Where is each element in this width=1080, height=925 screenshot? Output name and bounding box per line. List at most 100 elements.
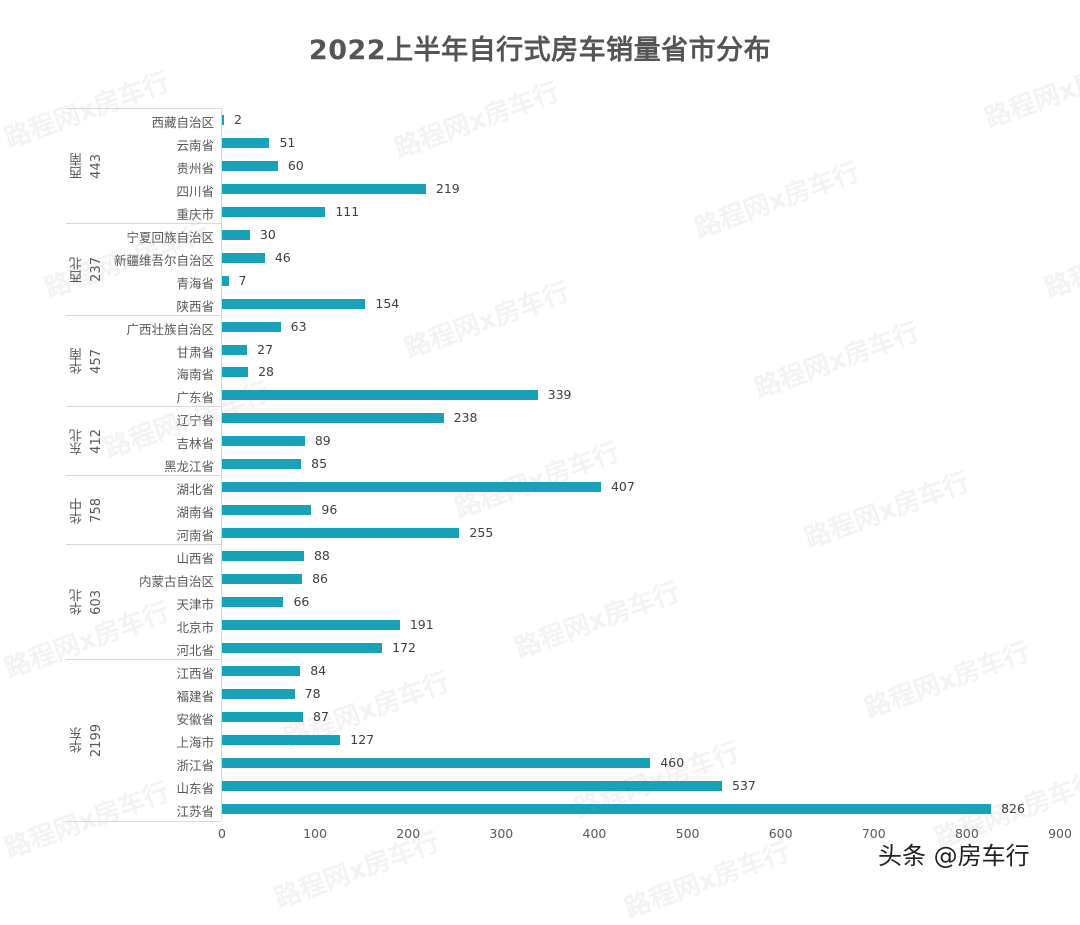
bar — [222, 688, 295, 699]
value-label: 219 — [435, 180, 460, 196]
value-label: 407 — [610, 479, 635, 495]
bar — [222, 436, 305, 447]
value-label: 63 — [290, 318, 307, 334]
bar-row: 贵州省 60 — [0, 155, 1080, 177]
bar-row: 重庆市 111 — [0, 201, 1080, 223]
province-label: 辽宁省 — [176, 413, 214, 429]
watermark-text: 路程网x房车行 — [620, 837, 794, 925]
bar — [222, 528, 460, 539]
bar-row: 宁夏回族自治区 30 — [0, 224, 1080, 246]
value-label: 2 — [234, 112, 242, 127]
province-label: 四川省 — [176, 183, 214, 199]
bar — [222, 459, 302, 470]
bar-row: 河南省 255 — [0, 522, 1080, 544]
bar-row: 吉林省 89 — [0, 430, 1080, 452]
bar-row: 新疆维吾尔自治区 46 — [0, 247, 1080, 269]
bar-row: 山东省 537 — [0, 775, 1080, 797]
bar — [222, 596, 284, 607]
region-group: 西北 237 — [66, 222, 221, 316]
bar-row: 内蒙古自治区 86 — [0, 568, 1080, 590]
bar — [222, 711, 303, 722]
province-label: 安徽省 — [176, 711, 214, 727]
region-group: 华北 603 — [66, 544, 221, 660]
bar-row: 辽宁省 238 — [0, 407, 1080, 429]
bar-row: 江苏省 826 — [0, 798, 1080, 820]
bar — [222, 275, 229, 286]
bar-row: 四川省 219 — [0, 178, 1080, 200]
province-label: 天津市 — [176, 596, 214, 612]
bar-row: 西藏自治区 2 — [0, 109, 1080, 131]
province-label: 黑龙江省 — [163, 459, 214, 475]
bar — [222, 252, 265, 263]
bar — [222, 757, 651, 768]
bar — [222, 321, 281, 332]
bar-row: 广东省 339 — [0, 384, 1080, 406]
value-label: 28 — [258, 364, 274, 380]
bar-row: 湖北省 407 — [0, 476, 1080, 498]
bar — [222, 482, 601, 493]
province-label: 河南省 — [176, 528, 214, 544]
bar — [222, 551, 304, 562]
x-tick-label: 500 — [675, 826, 700, 841]
bar — [222, 298, 366, 309]
value-label: 89 — [314, 433, 331, 449]
category-frame — [66, 108, 221, 822]
bar — [222, 367, 249, 378]
province-label: 福建省 — [176, 688, 214, 704]
value-label: 88 — [313, 548, 330, 564]
bar — [222, 619, 400, 630]
value-label: 66 — [293, 593, 310, 609]
value-label: 30 — [259, 226, 276, 242]
bar — [222, 344, 248, 355]
x-tick-label: 200 — [396, 826, 421, 841]
bar — [222, 574, 303, 584]
value-label: 78 — [304, 685, 321, 701]
bar — [222, 160, 278, 171]
bar-row: 海南省 28 — [0, 361, 1080, 383]
province-label: 江苏省 — [176, 803, 214, 819]
region-group: 华南 457 — [66, 314, 221, 408]
bar-row: 广西壮族自治区 63 — [0, 316, 1080, 338]
value-label: 537 — [732, 777, 756, 793]
bar-row: 河北省 172 — [0, 637, 1080, 659]
bar — [222, 780, 722, 791]
province-label: 山西省 — [176, 551, 214, 567]
value-label: 111 — [335, 203, 360, 219]
bar-row: 山西省 88 — [0, 545, 1080, 567]
x-tick-label: 0 — [218, 826, 226, 841]
x-tick-label: 800 — [954, 826, 979, 841]
value-label: 172 — [392, 639, 416, 655]
province-label: 山东省 — [176, 780, 214, 796]
value-label: 60 — [287, 157, 304, 173]
bar-row: 天津市 66 — [0, 591, 1080, 613]
province-label: 广西壮族自治区 — [126, 321, 214, 337]
value-label: 85 — [311, 456, 328, 472]
bar — [222, 206, 326, 217]
value-label: 191 — [409, 616, 434, 632]
province-label: 湖南省 — [176, 505, 214, 521]
province-label: 浙江省 — [176, 757, 214, 773]
bar-row: 浙江省 460 — [0, 752, 1080, 774]
source-credit: 头条 @房车行 — [878, 842, 1030, 870]
value-label: 339 — [547, 387, 572, 403]
value-label: 27 — [257, 341, 274, 357]
value-label: 238 — [453, 410, 478, 426]
bar-row: 甘肃省 27 — [0, 339, 1080, 361]
province-label: 上海市 — [176, 734, 214, 750]
chart-title: 2022上半年自行式房车销量省市分布 — [308, 35, 772, 66]
bar-row: 青海省 7 — [0, 270, 1080, 292]
value-label: 96 — [321, 502, 338, 518]
x-tick-label: 900 — [1048, 826, 1072, 841]
value-label: 87 — [313, 708, 329, 724]
province-label: 宁夏回族自治区 — [126, 229, 214, 245]
province-label: 新疆维吾尔自治区 — [113, 252, 214, 268]
value-label: 826 — [1001, 800, 1025, 816]
bar — [222, 803, 992, 814]
province-label: 海南省 — [176, 367, 214, 383]
value-label: 51 — [279, 134, 296, 150]
value-label: 154 — [375, 295, 400, 311]
x-tick-label: 400 — [582, 826, 607, 841]
bar — [222, 137, 270, 148]
bar-row: 上海市 127 — [0, 729, 1080, 751]
region-group: 华东 2199 — [66, 658, 221, 821]
